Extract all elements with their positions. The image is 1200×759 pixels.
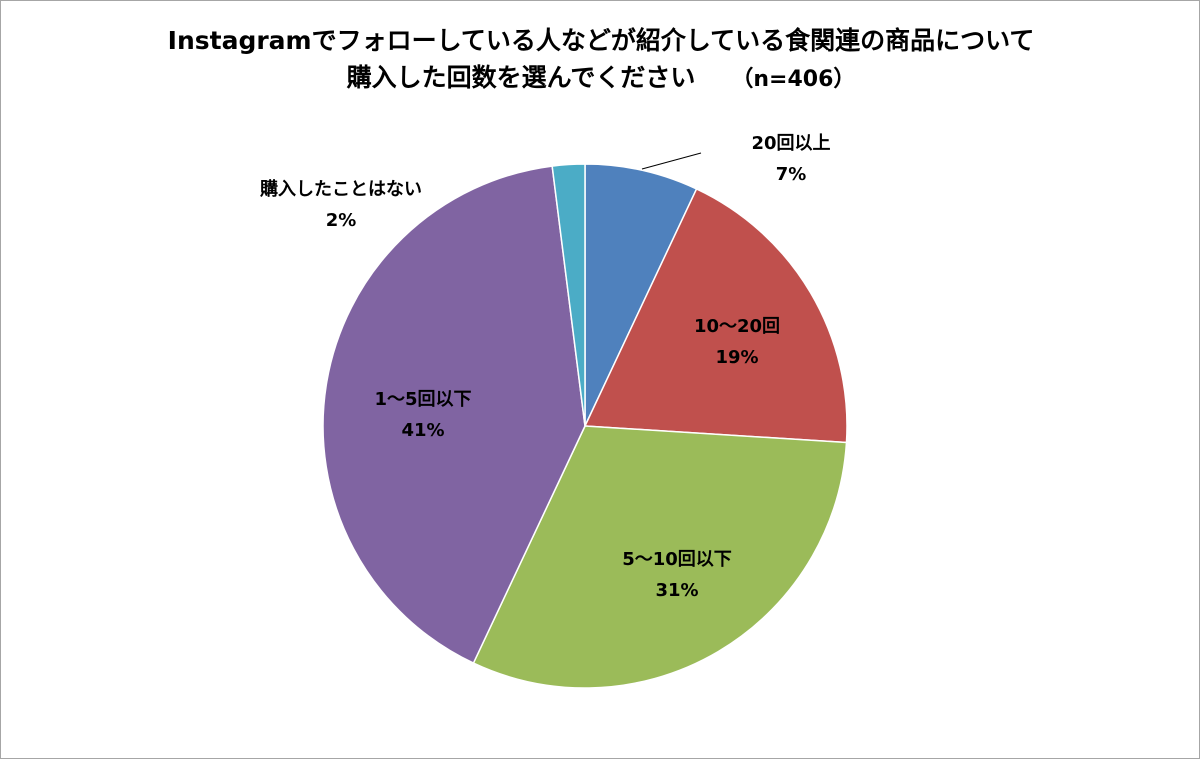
- slice-label-1: 20回以上: [751, 133, 830, 154]
- slice-value-2: 19%: [715, 347, 758, 368]
- slice-label-4: 1～5回以下: [374, 389, 471, 410]
- chart-subtitle: 購入した回数を選んでください: [346, 63, 696, 92]
- pie-slice-3: [472, 425, 848, 689]
- pie-labels: 20回以上 7% 10～20回 19% 5～10回以下 31% 1～5回以下 41% 購入したこ…: [259, 133, 831, 601]
- pie-slice-1: [584, 163, 698, 427]
- pie-slice-2: [583, 187, 848, 444]
- slice-label-2: 10～20回: [694, 316, 780, 337]
- pie-slices: [322, 163, 848, 689]
- slice-value-1: 7%: [776, 164, 807, 185]
- slice-value-5: 2%: [326, 210, 357, 231]
- slice-value-3: 31%: [655, 580, 698, 601]
- slice-label-3: 5～10回以下: [622, 549, 732, 570]
- pie-slice-4: [322, 165, 586, 665]
- leader-line: [641, 152, 702, 170]
- slice-value-4: 41%: [401, 420, 444, 441]
- sample-size: （n=406）: [731, 67, 856, 92]
- chart-title: Instagramでフォローしている人などが紹介している食関連の商品について: [167, 26, 1035, 55]
- slice-label-5: 購入したことはない: [259, 178, 422, 200]
- chart-subtitle-line: 購入した回数を選んでください （n=406）: [1, 58, 1200, 94]
- pie-slice-5: [551, 163, 586, 427]
